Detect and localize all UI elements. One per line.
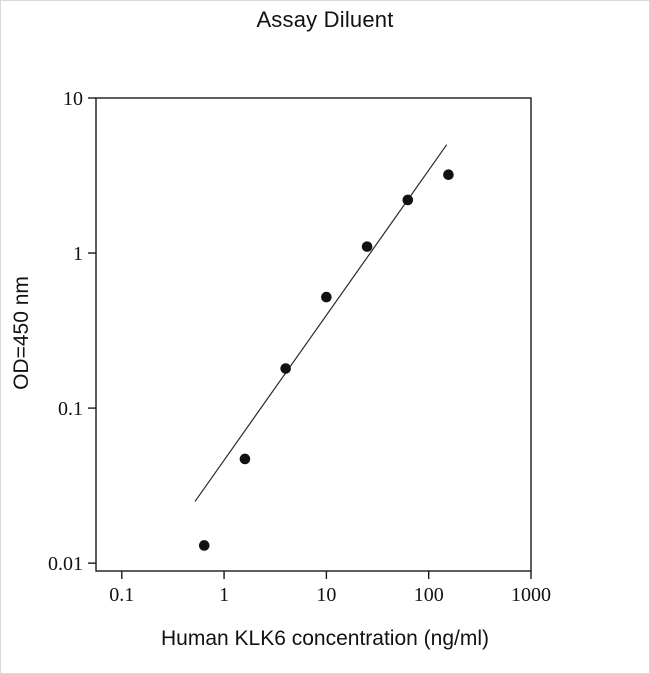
y-tick-label: 0.01 — [48, 553, 83, 575]
x-tick-label: 100 — [414, 584, 444, 606]
data-point — [280, 363, 291, 374]
y-tick-label: 1 — [73, 243, 83, 265]
data-point — [239, 453, 251, 465]
x-axis-label: Human KLK6 concentration (ng/ml) — [161, 627, 489, 650]
data-point — [402, 194, 414, 206]
x-tick-label: 1000 — [511, 584, 551, 606]
x-tick-label: 1 — [219, 584, 229, 606]
y-tick-label: 10 — [63, 88, 83, 110]
data-point — [321, 291, 332, 303]
plot-frame — [95, 97, 532, 572]
chart-title: Assay Diluent — [256, 7, 394, 32]
x-tick-label: 10 — [316, 584, 336, 606]
data-point — [198, 540, 210, 551]
data-point — [443, 169, 454, 181]
plot-area: 0.1 1 10 100 1000 0.01 0.1 1 10 — [48, 88, 551, 606]
data-point — [361, 241, 373, 252]
x-tick-label: 0.1 — [109, 584, 134, 606]
y-tick-label: 0.1 — [58, 398, 83, 420]
